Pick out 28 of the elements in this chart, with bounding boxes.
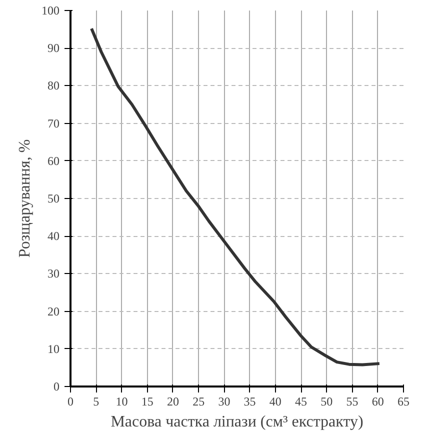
x-axis-title: Масова частка ліпази (см³ екстракту) [110,414,364,430]
x-tick-label: 0 [68,394,74,408]
x-tick-label: 25 [192,394,205,408]
y-tick-label: 80 [48,78,60,93]
line-series [90,27,381,366]
x-tick-label: 40 [269,394,282,408]
x-tick-label: 35 [244,394,256,408]
x-tick-label: 55 [346,394,358,408]
y-tick-label: 50 [48,192,60,206]
x-tick-label: 20 [166,394,179,408]
x-tick-label: 50 [320,394,333,408]
y-tick-label: 60 [48,154,60,168]
y-tick-label: 40 [48,229,60,244]
y-axis-title: Розщарування, % [16,139,34,258]
x-tick-label: 45 [295,394,308,408]
x-tick-label: 10 [116,394,128,408]
y-tick-label: 10 [48,342,60,356]
x-tick-label: 5 [93,394,100,408]
y-tick-label: 70 [48,116,60,130]
x-tick-label: 30 [218,394,230,408]
x-tick-label: 65 [398,394,410,408]
y-tick-label: 90 [48,41,60,56]
x-tick-label: 15 [141,394,154,408]
y-tick-label: 20 [48,304,60,318]
x-tick-label: 60 [372,394,384,408]
y-tick-label: 0 [54,380,60,394]
y-tick-label: 30 [48,266,60,281]
y-tick-label: 100 [42,4,60,18]
